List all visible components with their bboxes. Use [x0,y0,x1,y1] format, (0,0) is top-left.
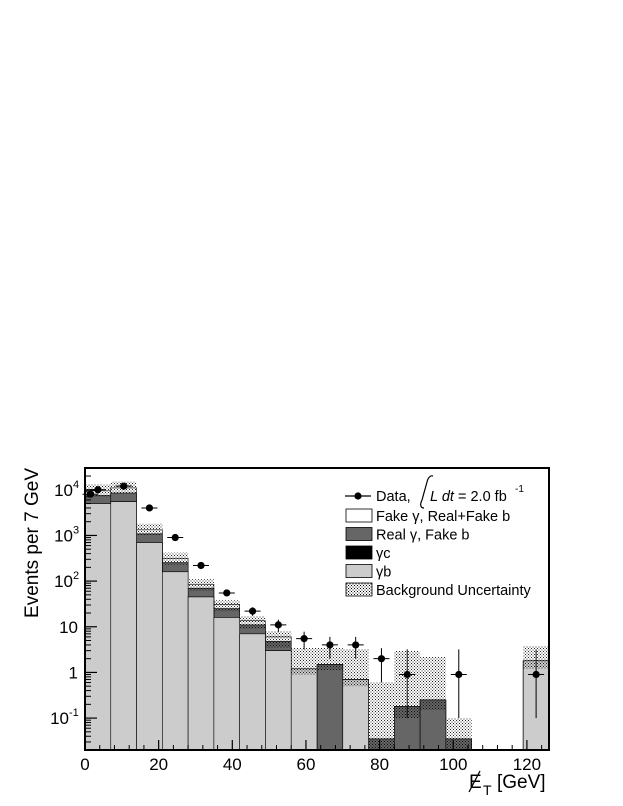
bar-0-bin-3 [162,571,189,750]
bar-0-bin-7 [265,650,292,750]
uncertainty-bin-8 [291,647,317,675]
data-point-11 [352,641,360,649]
x-tick-label-4: 80 [370,755,389,774]
data-point-7 [248,607,257,615]
integral-symbol [420,475,434,509]
data-point-8 [274,621,282,629]
uncertainty-bin-14 [445,718,472,750]
legend-lumi-exp: -1 [515,484,524,495]
y-tick-label-0: 10 [54,481,73,500]
x-axis-title-slash [468,770,481,793]
y-tick-label-5: 10 [50,709,69,728]
data-points [82,482,545,719]
legend-swatch-1 [345,527,373,541]
data-point-10 [326,641,334,649]
legend-label-0: Fake γ, Real+Fake b [376,509,510,525]
y-tick-exponent-2: 2 [73,570,79,582]
x-axis-ticks: 0 20 40 60 80 100 120 [80,740,543,774]
x-tick-label-0: 0 [80,755,89,774]
uncertainty-bin-4 [188,579,214,591]
bar-2-bin-9 [316,664,344,750]
bar-0-bin-2 [136,542,163,750]
legend-lumi-italic: L dt [430,489,455,505]
legend-label-3: γb [376,565,391,581]
data-point-2 [120,482,128,490]
data-point-4 [171,533,179,542]
y-axis-title: Events per 7 GeV [22,468,43,618]
x-axis-title: E T [GeV] [468,770,546,798]
x-tick-label-5: 100 [439,755,467,774]
bar-0-bin-1 [110,501,137,750]
legend-label-4: Background Uncertainty [376,583,531,599]
data-point-15 [532,670,540,679]
data-point-12 [377,655,386,663]
uncertainty-bin-9 [317,647,343,671]
uncertainty-bin-2 [136,523,163,536]
legend-data: Data, L dt = 2.0 fb -1 [345,475,524,509]
y-tick-label-1: 10 [54,526,73,545]
bar-0-bin-6 [239,633,266,750]
y-tick-exponent-1: 3 [73,524,79,536]
uncertainty-bin-6 [239,616,266,629]
legend-swatch-2 [345,545,373,560]
x-axis-title-main: E [469,772,482,793]
y-tick-label-4: 1 [69,663,78,682]
data-point-6 [223,589,231,597]
data-point-9 [300,635,308,643]
legend-lumi-text: = 2.0 fb [458,489,507,505]
bar-0-bin-8 [290,668,318,750]
y-tick-exponent-0: 4 [73,479,79,491]
uncertainty-bin-5 [213,600,240,612]
y-tick-label-3: 10 [59,618,78,637]
legend-data-marker [354,492,362,500]
x-axis-title-units: [GeV] [497,772,546,793]
x-axis-title-sub: T [483,782,492,798]
legend-swatch-0 [345,508,373,523]
x-tick-label-2: 40 [223,755,242,774]
x-tick-label-3: 60 [296,755,315,774]
data-point-3 [145,504,154,512]
uncertainty-bin-13 [420,656,446,711]
x-tick-label-1: 20 [149,755,168,774]
uncertainty-bin-3 [162,552,189,565]
bar-0-bin-4 [187,596,215,750]
legend-swatch-3 [345,564,373,578]
legend-data-label: Data, [376,489,411,505]
legend-swatch-4 [345,582,373,597]
legend-label-1: Real γ, Fake b [376,528,470,544]
bar-0-bin-5 [213,617,240,750]
uncertainty-bin-11 [368,682,395,750]
plot-frame [84,467,550,751]
data-point-1 [94,486,102,494]
legend: Data, L dt = 2.0 fb -1 Fake γ, Real+Fake… [345,475,531,599]
data-point-13 [403,670,411,679]
legend-label-2: γc [376,546,391,562]
data-point-5 [197,561,205,570]
bar-0-bin-10 [342,679,369,750]
data-point-14 [455,670,463,679]
x-tick-label-6: 120 [513,755,541,774]
uncertainty-bin-7 [265,631,292,648]
y-tick-exponent-5: -1 [69,707,79,719]
legend-entries: Fake γ, Real+Fake b Real γ, Fake b γc γb Bac… [345,508,531,599]
y-tick-label-2: 10 [54,572,73,591]
